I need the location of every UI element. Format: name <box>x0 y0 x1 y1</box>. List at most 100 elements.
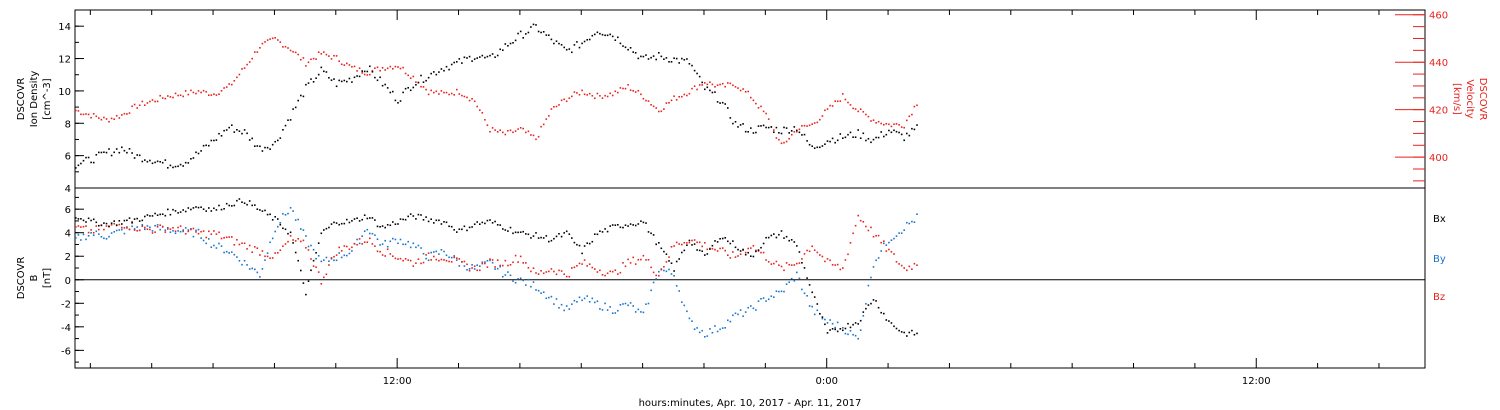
bx-point <box>839 328 842 330</box>
bx-point <box>701 250 703 252</box>
density-point <box>586 39 588 41</box>
velocity-point <box>90 116 92 119</box>
bz-point <box>82 225 85 228</box>
velocity-point <box>885 123 888 125</box>
time-tick-label: 0:00 <box>815 376 837 387</box>
bx-point <box>573 241 576 244</box>
bx-point <box>151 215 154 217</box>
bx-point <box>693 243 696 245</box>
by-point <box>266 252 269 254</box>
density-point <box>877 136 880 139</box>
bz-point <box>681 243 683 246</box>
velocity-point <box>696 88 698 91</box>
bx-point <box>681 251 683 254</box>
bx-point <box>655 243 657 246</box>
by-point <box>734 312 737 315</box>
velocity-point <box>399 67 402 70</box>
velocity-point <box>177 94 179 97</box>
bz-point <box>225 236 228 239</box>
density-point <box>105 151 108 154</box>
by-point <box>192 235 195 238</box>
velocity-point <box>274 37 276 39</box>
velocity-point <box>305 65 307 67</box>
by-point <box>565 305 568 307</box>
bz-point <box>560 270 563 272</box>
velocity-point <box>128 112 131 114</box>
bz-point <box>315 266 317 268</box>
velocity-point <box>213 93 215 95</box>
bx-point <box>793 241 796 243</box>
velocity-point <box>813 122 816 124</box>
by-point <box>494 268 496 270</box>
velocity-point <box>548 115 550 117</box>
velocity-point <box>601 97 604 99</box>
bx-point <box>867 304 870 306</box>
bx-point <box>614 224 617 226</box>
density-point <box>156 160 159 163</box>
bx-point <box>146 214 149 216</box>
density-point <box>842 137 844 139</box>
density-point <box>734 121 737 123</box>
by-point <box>182 230 184 233</box>
bx-point <box>535 232 537 234</box>
density-axis-label-line: Ion Density <box>29 71 40 128</box>
bz-point <box>138 229 141 232</box>
velocity-point <box>381 67 384 69</box>
bx-point <box>729 242 732 245</box>
density-point <box>356 75 358 77</box>
velocity-point <box>502 131 504 134</box>
by-point <box>379 244 381 246</box>
by-point <box>164 229 167 231</box>
density-point <box>412 86 415 89</box>
bz-point <box>673 245 675 247</box>
bx-point <box>906 335 908 337</box>
velocity-point <box>691 87 693 90</box>
bz-point <box>683 241 686 244</box>
velocity-point <box>151 99 154 101</box>
velocity-point <box>514 130 517 132</box>
by-point <box>847 333 849 336</box>
bz-point <box>844 259 847 261</box>
bx-point <box>698 249 701 252</box>
density-point <box>223 129 225 132</box>
by-point <box>113 231 115 233</box>
bz-point <box>788 263 790 266</box>
velocity-point <box>453 94 455 96</box>
density-point <box>550 38 553 41</box>
density-point <box>190 158 192 160</box>
by-point <box>594 301 596 304</box>
bx-point <box>599 230 601 232</box>
bz-point <box>911 268 913 270</box>
by-point <box>732 314 734 317</box>
bx-point <box>517 231 519 234</box>
density-point <box>292 108 294 110</box>
bx-point <box>397 223 399 225</box>
density-point <box>885 133 888 136</box>
by-point <box>115 229 118 232</box>
density-point <box>619 42 622 45</box>
bx-point <box>392 221 394 223</box>
velocity-point <box>606 95 609 98</box>
velocity-point <box>890 125 893 128</box>
bz-point <box>412 265 415 267</box>
density-point <box>755 131 757 134</box>
velocity-point <box>266 39 269 41</box>
density-point <box>581 42 583 45</box>
density-point <box>872 138 875 141</box>
density-point <box>522 37 524 39</box>
bz-point <box>806 249 808 252</box>
bz-point <box>611 270 614 273</box>
velocity-point <box>542 123 545 126</box>
bx-point <box>545 235 548 237</box>
density-point <box>381 84 384 87</box>
density-point <box>906 132 908 135</box>
by-point <box>220 245 223 247</box>
bz-point <box>599 269 601 272</box>
bx-point <box>473 223 476 225</box>
density-point <box>476 57 478 59</box>
density-point <box>601 33 604 36</box>
bx-point <box>82 219 85 222</box>
density-point <box>645 54 647 56</box>
bz-point <box>289 235 292 237</box>
velocity-point <box>184 90 187 92</box>
